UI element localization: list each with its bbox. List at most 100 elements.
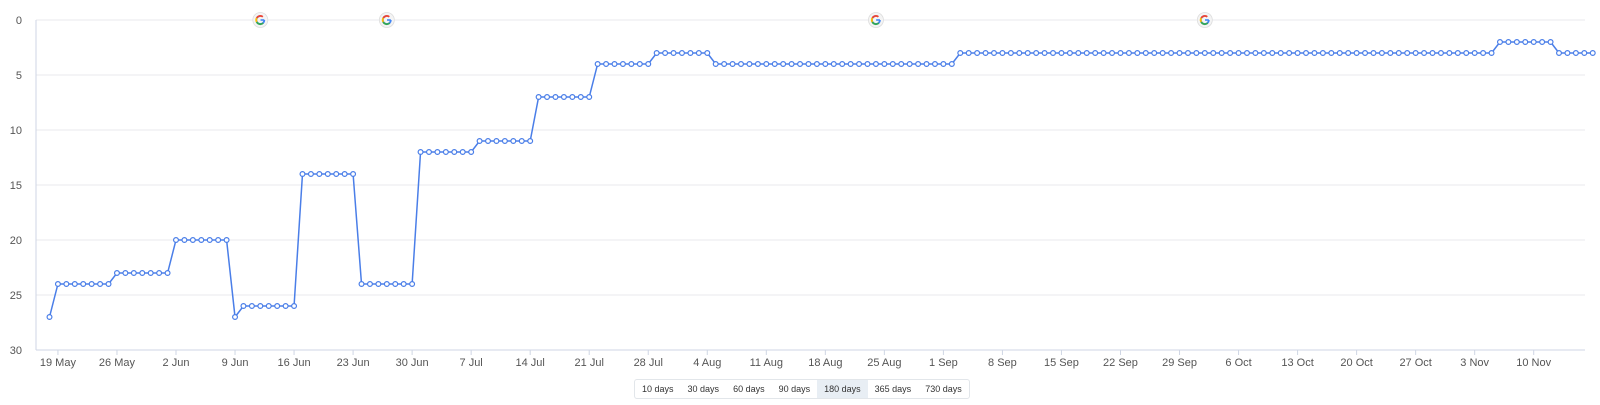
data-point[interactable] <box>619 60 626 67</box>
data-point[interactable] <box>1058 49 1065 56</box>
data-point[interactable] <box>80 281 87 288</box>
data-point[interactable] <box>586 93 593 100</box>
data-point[interactable] <box>105 281 112 288</box>
data-point[interactable] <box>560 93 567 100</box>
data-point[interactable] <box>889 60 896 67</box>
data-point[interactable] <box>1488 49 1495 56</box>
data-point[interactable] <box>1362 49 1369 56</box>
data-point[interactable] <box>316 171 323 178</box>
data-point[interactable] <box>746 60 753 67</box>
data-point[interactable] <box>232 314 239 321</box>
data-point[interactable] <box>535 93 542 100</box>
data-point[interactable] <box>198 237 205 244</box>
data-point[interactable] <box>510 138 517 145</box>
data-point[interactable] <box>274 303 281 310</box>
data-point[interactable] <box>1353 49 1360 56</box>
data-point[interactable] <box>940 60 947 67</box>
data-point[interactable] <box>695 49 702 56</box>
data-point[interactable] <box>1437 49 1444 56</box>
data-point[interactable] <box>1572 49 1579 56</box>
data-point[interactable] <box>113 270 120 277</box>
data-point[interactable] <box>594 60 601 67</box>
data-point[interactable] <box>704 49 711 56</box>
data-point[interactable] <box>974 49 981 56</box>
data-point[interactable] <box>485 138 492 145</box>
data-point[interactable] <box>1083 49 1090 56</box>
google-g-icon[interactable] <box>868 12 884 28</box>
data-point[interactable] <box>754 60 761 67</box>
data-point[interactable] <box>1243 49 1250 56</box>
data-point[interactable] <box>333 171 340 178</box>
data-point[interactable] <box>552 93 559 100</box>
data-point[interactable] <box>1429 49 1436 56</box>
data-point[interactable] <box>1395 49 1402 56</box>
data-point[interactable] <box>990 49 997 56</box>
data-point[interactable] <box>527 138 534 145</box>
data-point[interactable] <box>1227 49 1234 56</box>
google-g-icon[interactable] <box>252 12 269 28</box>
data-point[interactable] <box>1471 49 1478 56</box>
data-point[interactable] <box>872 60 879 67</box>
data-point[interactable] <box>409 281 416 288</box>
data-point[interactable] <box>915 60 922 67</box>
data-point[interactable] <box>189 237 196 244</box>
data-point[interactable] <box>1378 49 1385 56</box>
range-button-365-days[interactable]: 365 days <box>874 384 912 394</box>
data-point[interactable] <box>805 60 812 67</box>
data-point[interactable] <box>1496 38 1503 45</box>
data-point[interactable] <box>999 49 1006 56</box>
data-point[interactable] <box>712 60 719 67</box>
data-point[interactable] <box>1286 49 1293 56</box>
google-g-icon[interactable] <box>378 12 395 28</box>
data-point[interactable] <box>721 60 728 67</box>
data-point[interactable] <box>1505 38 1512 45</box>
data-point[interactable] <box>147 270 154 277</box>
data-point[interactable] <box>1513 38 1520 45</box>
data-point[interactable] <box>88 281 95 288</box>
data-point[interactable] <box>1303 49 1310 56</box>
data-point[interactable] <box>1066 49 1073 56</box>
data-point[interactable] <box>788 60 795 67</box>
data-point[interactable] <box>350 171 357 178</box>
data-point[interactable] <box>982 49 989 56</box>
data-point[interactable] <box>1480 49 1487 56</box>
data-point[interactable] <box>468 149 475 156</box>
data-point[interactable] <box>670 49 677 56</box>
data-point[interactable] <box>257 303 264 310</box>
data-point[interactable] <box>1100 49 1107 56</box>
data-point[interactable] <box>653 49 660 56</box>
data-point[interactable] <box>164 270 171 277</box>
data-point[interactable] <box>442 149 449 156</box>
data-point[interactable] <box>678 49 685 56</box>
data-point[interactable] <box>282 303 289 310</box>
data-point[interactable] <box>1463 49 1470 56</box>
range-button-730-days[interactable]: 730 days <box>925 384 962 394</box>
data-point[interactable] <box>451 149 458 156</box>
data-point[interactable] <box>156 270 163 277</box>
data-point[interactable] <box>738 60 745 67</box>
data-point[interactable] <box>1345 49 1352 56</box>
data-point[interactable] <box>1556 49 1563 56</box>
data-point[interactable] <box>181 237 188 244</box>
data-point[interactable] <box>780 60 787 67</box>
data-point[interactable] <box>771 60 778 67</box>
data-point[interactable] <box>1522 38 1529 45</box>
data-point[interactable] <box>1564 49 1571 56</box>
data-point[interactable] <box>1336 49 1343 56</box>
data-point[interactable] <box>923 60 930 67</box>
data-point[interactable] <box>1092 49 1099 56</box>
data-point[interactable] <box>1446 49 1453 56</box>
data-point[interactable] <box>172 237 179 244</box>
data-point[interactable] <box>1252 49 1259 56</box>
data-point[interactable] <box>1294 49 1301 56</box>
data-point[interactable] <box>822 60 829 67</box>
data-point[interactable] <box>1117 49 1124 56</box>
data-point[interactable] <box>425 149 432 156</box>
data-point[interactable] <box>518 138 525 145</box>
range-button-30-days[interactable]: 30 days <box>687 384 720 394</box>
data-point[interactable] <box>1260 49 1267 56</box>
data-point[interactable] <box>1184 49 1191 56</box>
data-point[interactable] <box>1024 49 1031 56</box>
data-point[interactable] <box>1210 49 1217 56</box>
data-point[interactable] <box>206 237 213 244</box>
